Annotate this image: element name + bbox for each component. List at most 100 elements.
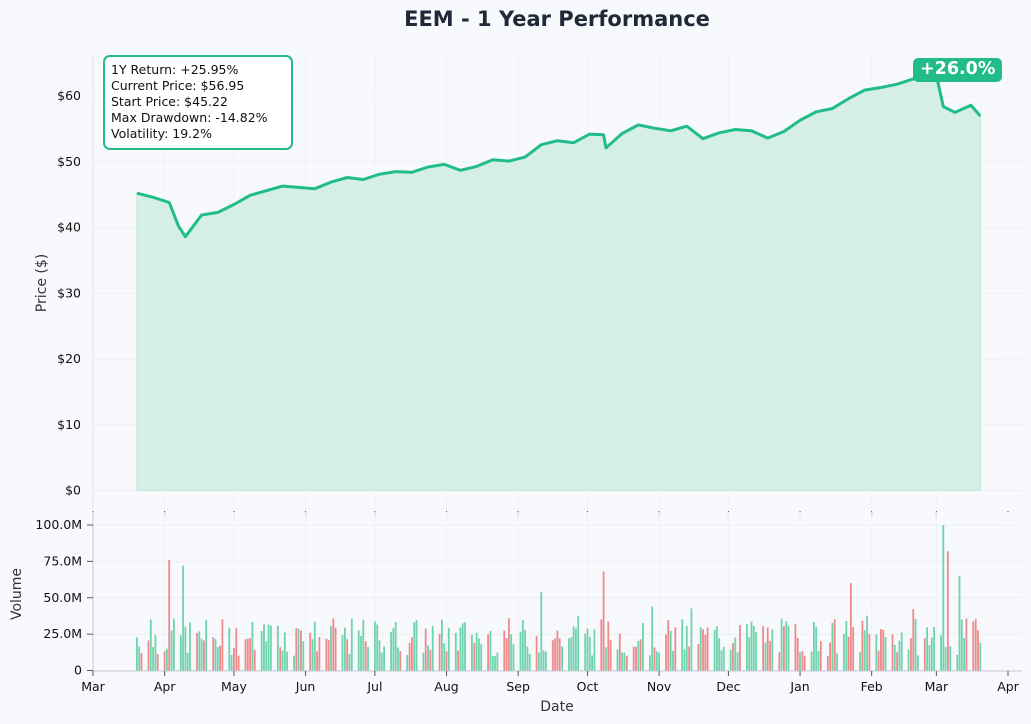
volume-bar <box>558 638 561 671</box>
volume-bar <box>785 621 788 671</box>
volume-bar <box>374 621 376 671</box>
volume-bar <box>672 651 674 671</box>
chart-title: EEM - 1 Year Performance <box>404 7 710 31</box>
volume-bar <box>233 647 235 671</box>
volume-bar <box>928 645 931 671</box>
volume-y-tick-label: 50.0M <box>43 590 82 605</box>
volume-bar <box>535 635 538 671</box>
volume-bar <box>318 637 321 671</box>
volume-bar <box>293 655 295 671</box>
volume-bar <box>344 627 346 671</box>
volume-bar <box>362 619 365 671</box>
volume-bar <box>140 653 143 671</box>
volume-bar <box>313 621 316 671</box>
volume-bar <box>688 646 690 671</box>
volume-bar <box>235 628 238 671</box>
volume-bar <box>722 646 725 671</box>
volume-bar <box>496 652 499 671</box>
volume-bar <box>739 625 741 671</box>
volume-bar <box>505 638 508 671</box>
volume-bar <box>480 644 483 671</box>
volume-bar <box>831 622 834 671</box>
volume-bar <box>334 627 337 671</box>
volume-bar <box>390 631 392 671</box>
volume-bar <box>762 626 764 671</box>
volume-bar <box>265 641 268 671</box>
volume-bar <box>584 633 587 671</box>
volume-bar <box>642 623 644 671</box>
volume-bar <box>561 646 563 671</box>
volume-bar <box>147 640 150 671</box>
volume-bar <box>447 627 450 671</box>
volume-bar <box>524 630 526 671</box>
volume-bar <box>780 618 783 671</box>
volume-bar <box>214 638 217 671</box>
volume-bar <box>755 631 757 671</box>
volume-bar <box>859 652 861 671</box>
volume-bar <box>575 628 577 671</box>
volume-bar <box>819 640 822 671</box>
volume-bar <box>415 620 418 671</box>
price-line <box>136 72 982 239</box>
volume-bar <box>408 642 411 671</box>
volume-bar <box>473 642 476 671</box>
volume-bar <box>799 652 801 671</box>
volume-bar <box>309 632 312 671</box>
volume-bar <box>489 630 492 671</box>
volume-bar <box>896 652 898 671</box>
volume-bar <box>471 635 473 671</box>
stat-return: 1Y Return: +25.95% <box>111 62 239 77</box>
volume-bar <box>621 652 623 671</box>
volume-bar <box>270 625 272 671</box>
stat-max-drawdown: Max Drawdown: -14.82% <box>111 110 268 125</box>
volume-bar <box>380 652 383 671</box>
volume-bar <box>556 630 559 671</box>
volume-bar <box>949 646 952 671</box>
volume-bar <box>734 637 737 671</box>
volume-bar <box>263 624 265 671</box>
volume-bar <box>917 655 919 671</box>
volume-bar <box>378 640 381 671</box>
x-tick-label: Apr <box>154 679 176 694</box>
volume-bar <box>602 571 605 671</box>
volume-bar <box>521 620 524 671</box>
volume-bar <box>413 622 416 671</box>
volume-bar <box>438 633 441 671</box>
volume-bar <box>771 629 774 671</box>
volume-bar <box>683 649 686 671</box>
volume-y-tick-label: 0 <box>74 663 82 678</box>
volume-bar <box>720 650 723 671</box>
volume-bar <box>219 645 221 671</box>
price-y-tick-label: $50 <box>57 154 81 169</box>
volume-bar <box>639 639 642 671</box>
volume-bar <box>810 651 813 671</box>
volume-bar <box>681 619 684 671</box>
price-y-label: Price ($) <box>34 254 50 312</box>
x-tick-label: Dec <box>716 679 740 694</box>
volume-bar <box>845 621 848 671</box>
volume-bar <box>588 637 591 671</box>
volume-bar <box>397 647 399 671</box>
volume-bar <box>963 638 965 671</box>
volume-bar <box>454 632 457 671</box>
volume-bar <box>766 627 769 671</box>
volume-bar <box>942 525 945 671</box>
volume-bar <box>508 618 510 671</box>
volume-bar <box>607 621 610 671</box>
volume-y-label: Volume <box>9 568 25 620</box>
volume-bar <box>348 654 351 671</box>
volume-bar <box>863 630 866 671</box>
x-tick-label: Feb <box>861 679 883 694</box>
volume-bar <box>956 654 959 671</box>
stat-current-price: Current Price: $56.95 <box>111 78 245 93</box>
volume-bar <box>866 615 868 671</box>
volume-bar <box>475 632 478 671</box>
volume-bar <box>244 639 247 671</box>
volume-bar <box>367 647 369 671</box>
volume-bar <box>669 630 672 671</box>
volume-bar <box>383 646 385 671</box>
volume-bar <box>461 623 464 671</box>
volume-bar <box>237 655 240 671</box>
volume-bar <box>877 650 880 671</box>
